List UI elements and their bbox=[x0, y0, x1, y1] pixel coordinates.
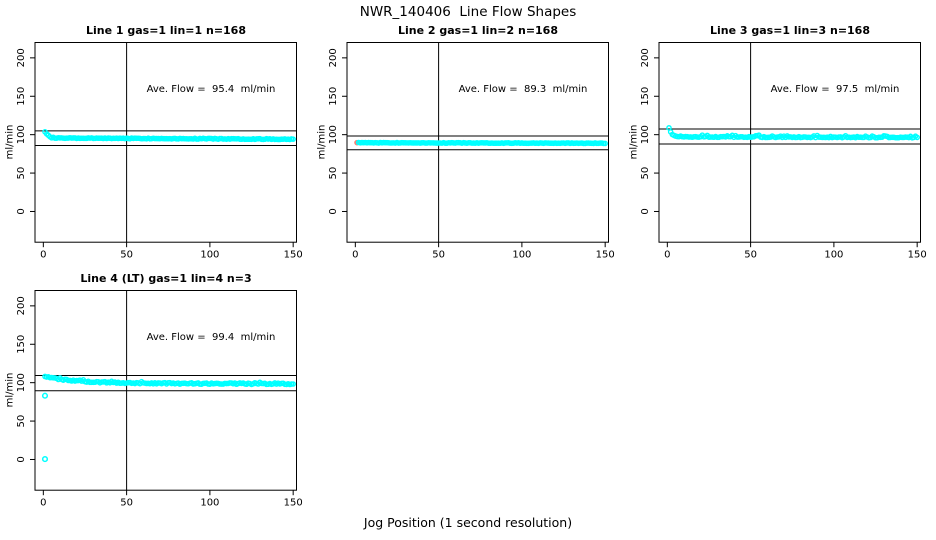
y-tick-label: 50 bbox=[328, 167, 339, 180]
y-tick-label: 0 bbox=[328, 208, 339, 214]
x-tick-label: 0 bbox=[40, 498, 46, 509]
y-tick-label: 100 bbox=[16, 125, 27, 144]
x-tick-label: 50 bbox=[120, 250, 133, 261]
y-axis-ticks: 0 50 100 150 200 bbox=[16, 296, 35, 463]
y-tick-label: 150 bbox=[328, 87, 339, 106]
y-tick-label: 0 bbox=[16, 208, 27, 214]
panel-title: Line 3 gas=1 lin=3 n=168 bbox=[709, 24, 870, 37]
figure-title: NWR_140406 Line Flow Shapes bbox=[359, 4, 577, 20]
x-tick-label: 150 bbox=[284, 498, 303, 509]
y-axis-ticks: 0 50 100 150 200 bbox=[328, 48, 347, 215]
x-axis-ticks: 0 50 100 150 bbox=[664, 242, 927, 261]
panel-line-3: 0 50 100 150 0 50 100 150 200 Line 3 gas=1 lin=3… bbox=[624, 20, 936, 268]
flow-trace bbox=[290, 381, 296, 387]
panel-line-2: 0 50 100 150 0 50 100 150 200 Line 2 gas=1 lin=2… bbox=[312, 20, 624, 268]
ave-flow-annotation: Ave. Flow = 99.4 ml/min bbox=[146, 332, 276, 343]
y-axis-ticks: 0 50 100 150 200 bbox=[640, 48, 659, 215]
plot-area-line-1: 0 50 100 150 0 50 100 150 200 bbox=[16, 42, 303, 261]
y-tick-label: 50 bbox=[16, 415, 27, 428]
panel-title: Line 2 gas=1 lin=2 n=168 bbox=[397, 24, 558, 37]
y-tick-label: 200 bbox=[16, 296, 27, 315]
x-axis-label: Jog Position (1 second resolution) bbox=[363, 515, 573, 530]
x-tick-label: 100 bbox=[200, 250, 219, 261]
y-tick-label: 100 bbox=[16, 373, 27, 392]
ave-flow-annotation: Ave. Flow = 97.5 ml/min bbox=[770, 84, 900, 95]
plot-frame bbox=[658, 42, 921, 243]
x-axis-ticks: 0 50 100 150 bbox=[352, 242, 615, 261]
y-tick-label: 150 bbox=[16, 335, 27, 354]
panel-line-1: 0 50 100 150 0 50 100 150 200 Line 1 gas=1 lin=1… bbox=[0, 20, 312, 268]
y-tick-label: 100 bbox=[640, 125, 651, 144]
x-tick-label: 50 bbox=[744, 250, 757, 261]
outlier-point bbox=[41, 392, 49, 399]
flow-trace bbox=[602, 140, 608, 147]
plot-area-line-2: 0 50 100 150 0 50 100 150 200 bbox=[328, 42, 615, 261]
x-tick-label: 150 bbox=[596, 250, 615, 261]
x-tick-label: 50 bbox=[432, 250, 445, 261]
plot-area-line-4: 0 50 100 150 0 50 100 150 200 bbox=[16, 290, 303, 509]
x-axis-ticks: 0 50 100 150 bbox=[40, 242, 303, 261]
plot-frame bbox=[346, 42, 609, 243]
ave-flow-annotation: Ave. Flow = 95.4 ml/min bbox=[146, 84, 276, 95]
data-points bbox=[666, 125, 920, 141]
data-points bbox=[354, 139, 608, 147]
y-tick-label: 200 bbox=[640, 48, 651, 67]
plot-area-line-3: 0 50 100 150 0 50 100 150 200 bbox=[640, 42, 927, 261]
y-axis-ticks: 0 50 100 150 200 bbox=[16, 48, 35, 215]
y-tick-label: 200 bbox=[16, 48, 27, 67]
y-tick-label: 150 bbox=[640, 87, 651, 106]
ave-flow-annotation: Ave. Flow = 89.3 ml/min bbox=[458, 84, 588, 95]
x-tick-label: 0 bbox=[40, 250, 46, 261]
data-points bbox=[41, 373, 296, 463]
x-tick-label: 100 bbox=[512, 250, 531, 261]
x-axis-ticks: 0 50 100 150 bbox=[40, 490, 303, 509]
y-axis-label: ml/min bbox=[4, 372, 16, 408]
y-tick-label: 50 bbox=[16, 167, 27, 180]
y-tick-label: 0 bbox=[16, 456, 27, 462]
reference-lines bbox=[659, 42, 921, 243]
y-tick-label: 100 bbox=[328, 125, 339, 144]
x-tick-label: 100 bbox=[200, 498, 219, 509]
y-tick-label: 0 bbox=[640, 208, 651, 214]
reference-lines bbox=[35, 290, 297, 491]
data-points bbox=[42, 129, 296, 143]
y-tick-label: 50 bbox=[640, 167, 651, 180]
x-tick-label: 50 bbox=[120, 498, 133, 509]
y-tick-label: 200 bbox=[328, 48, 339, 67]
x-tick-label: 150 bbox=[284, 250, 303, 261]
plot-frame bbox=[34, 42, 297, 243]
plot-frame bbox=[34, 290, 297, 491]
outlier-point bbox=[41, 456, 49, 463]
y-axis-label: ml/min bbox=[628, 124, 640, 160]
panel-title: Line 4 (LT) gas=1 lin=4 n=3 bbox=[80, 272, 252, 285]
panel-title: Line 1 gas=1 lin=1 n=168 bbox=[85, 24, 246, 37]
x-tick-label: 0 bbox=[664, 250, 670, 261]
y-axis-label: ml/min bbox=[4, 124, 16, 160]
flow-trace bbox=[914, 134, 920, 141]
reference-lines bbox=[35, 42, 297, 243]
x-tick-label: 150 bbox=[908, 250, 927, 261]
x-tick-label: 0 bbox=[352, 250, 358, 261]
x-tick-label: 100 bbox=[824, 250, 843, 261]
panel-line-4: 0 50 100 150 0 50 100 150 200 Line 4 (LT) gas=1 … bbox=[0, 268, 312, 516]
y-axis-label: ml/min bbox=[316, 124, 328, 160]
y-tick-label: 150 bbox=[16, 87, 27, 106]
flow-trace bbox=[290, 136, 296, 142]
